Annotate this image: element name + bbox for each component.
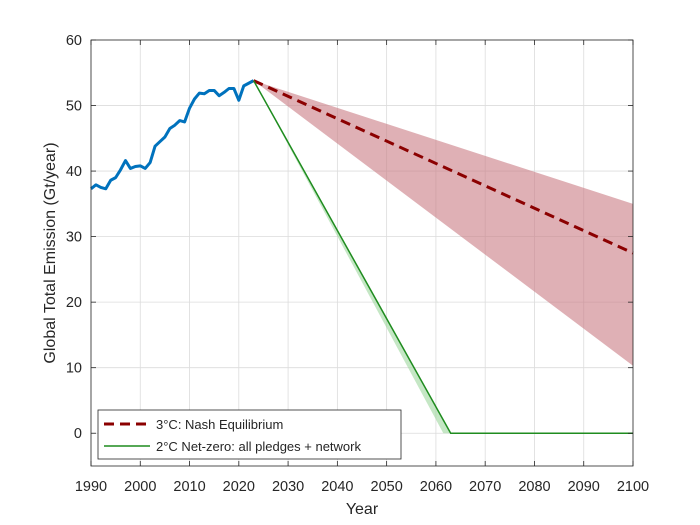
y-tick-label: 0 <box>74 426 82 442</box>
x-tick-label: 2040 <box>321 479 353 495</box>
plot-frame <box>90 39 634 467</box>
x-tick-label: 2000 <box>124 479 156 495</box>
x-tick-label: 2030 <box>272 479 304 495</box>
x-tick-label: 2100 <box>617 479 649 495</box>
historical-emission-line <box>90 79 255 191</box>
x-tick-label: 1990 <box>75 479 107 495</box>
y-axis-label: Global Total Emission (Gt/year) <box>42 142 59 363</box>
x-tick-label: 2080 <box>518 479 550 495</box>
series-line-1 <box>252 80 633 434</box>
y-tick-label: 40 <box>66 164 82 180</box>
legend-label-netzero: 2°C Net-zero: all pledges + network <box>156 439 361 454</box>
x-axis-ticks: 1990 2000 2010 2020 2030 2040 2050 2060 2070 2080… <box>75 40 649 495</box>
y-tick-label: 60 <box>66 33 82 49</box>
uncertainty-bands <box>253 80 633 434</box>
y-axis-ticks: 0 10 20 30 40 50 60 <box>66 33 633 442</box>
y-tick-label: 20 <box>66 295 82 311</box>
x-tick-label: 2010 <box>173 479 205 495</box>
x-axis-label: Year <box>346 501 379 518</box>
legend-label-nash: 3°C: Nash Equilibrium <box>156 417 283 432</box>
y-tick-label: 50 <box>66 99 82 115</box>
x-tick-label: 2070 <box>469 479 501 495</box>
legend: 3°C: Nash Equilibrium 2°C Net-zero: all … <box>97 409 402 460</box>
band-series-0 <box>253 80 633 366</box>
series-lines <box>90 79 634 434</box>
legend-box <box>97 409 402 460</box>
y-tick-label: 10 <box>66 361 82 377</box>
x-tick-label: 2090 <box>568 479 600 495</box>
series-line-0 <box>252 79 634 255</box>
x-tick-label: 2050 <box>371 479 403 495</box>
x-tick-label: 2020 <box>223 479 255 495</box>
x-tick-label: 2060 <box>420 479 452 495</box>
y-tick-label: 30 <box>66 230 82 246</box>
